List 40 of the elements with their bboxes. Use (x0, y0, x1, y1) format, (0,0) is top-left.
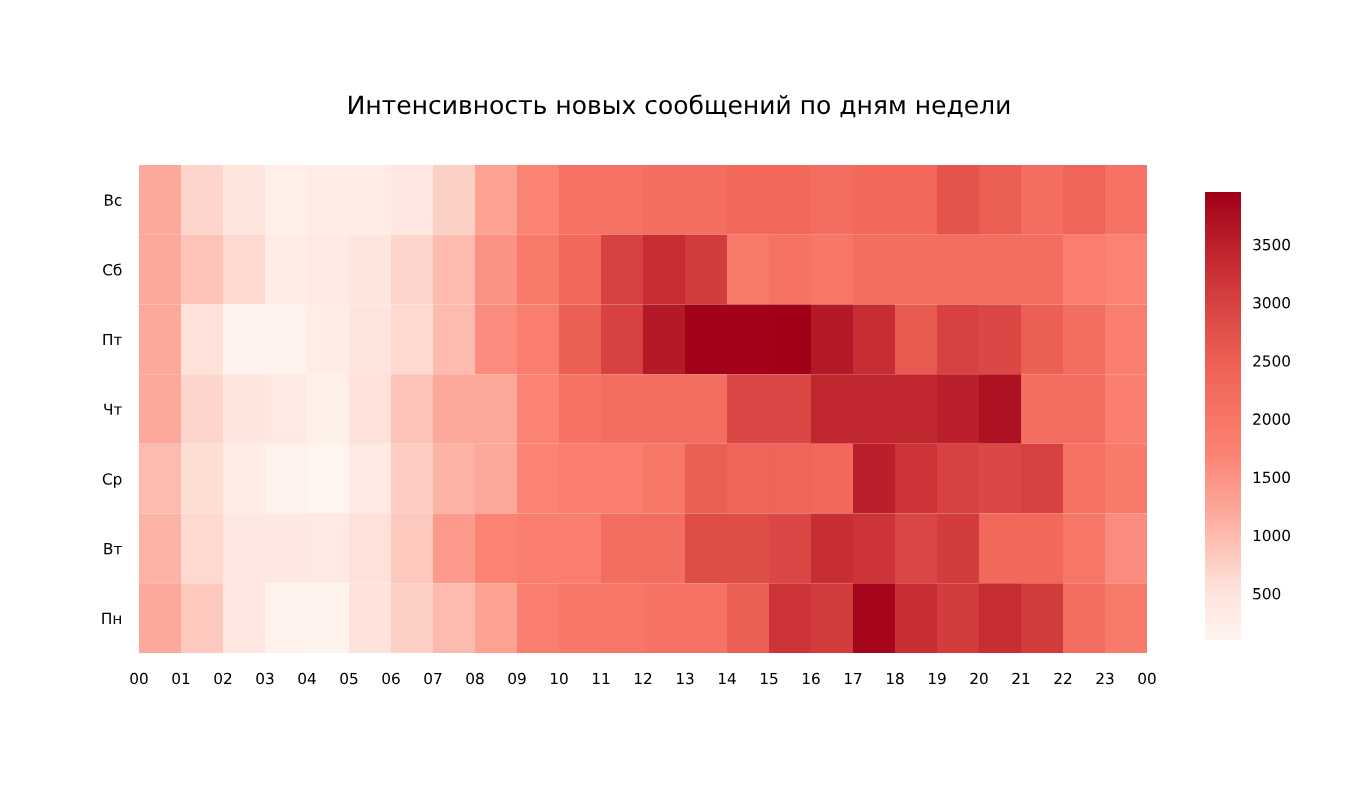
color-bar-label: 2000 (1253, 413, 1290, 425)
color-bar-label: 1500 (1253, 471, 1290, 484)
x-tick-label: 10 (550, 672, 568, 685)
x-tick-label: 00 (130, 672, 148, 685)
x-tick-label: 22 (1054, 672, 1072, 685)
x-tick-label: 23 (1096, 672, 1114, 685)
x-tick-label: 17 (844, 672, 862, 685)
x-tick-label: 15 (760, 672, 778, 685)
y-tick-label: Сб (103, 263, 122, 276)
y-tick-label: Вс (104, 194, 122, 206)
y-tick-label: Ср (102, 473, 122, 488)
x-tick-label: 12 (634, 672, 652, 685)
x-tick-label: 04 (298, 672, 316, 685)
x-tick-label: 21 (1012, 672, 1030, 685)
color-bar-label: 2500 (1253, 355, 1290, 367)
x-tick-label: 13 (676, 672, 694, 685)
x-tick-label: 18 (886, 672, 904, 685)
x-tick-label: 11 (592, 672, 610, 685)
x-tick-label: 19 (928, 672, 946, 685)
color-bar-label: 3000 (1253, 297, 1290, 309)
x-tick-label: 03 (256, 672, 274, 685)
x-tick-label: 16 (802, 672, 820, 685)
x-tick-label: 01 (172, 672, 190, 685)
x-tick-label: 00 (1138, 672, 1156, 685)
x-tick-label: 20 (970, 672, 988, 685)
y-tick-label: Пт (103, 333, 122, 346)
color-bar-label: 1000 (1253, 529, 1290, 542)
y-tick-label: Чт (104, 403, 122, 415)
x-tick-label: 05 (340, 672, 358, 685)
chart-title: Интенсивность новых сообщений по дням недели (349, 94, 1010, 118)
x-tick-label: 07 (424, 672, 442, 685)
x-tick-label: 06 (382, 672, 400, 685)
y-tick-label: Вт (104, 543, 122, 555)
x-tick-label: 09 (508, 672, 526, 685)
color-bar-label: 500 (1253, 587, 1281, 600)
x-tick-label: 02 (214, 672, 232, 685)
y-tick-label: Пн (102, 612, 121, 624)
color-bar-label: 3500 (1253, 238, 1290, 251)
x-tick-label: 14 (718, 672, 736, 685)
x-tick-label: 08 (466, 672, 484, 685)
